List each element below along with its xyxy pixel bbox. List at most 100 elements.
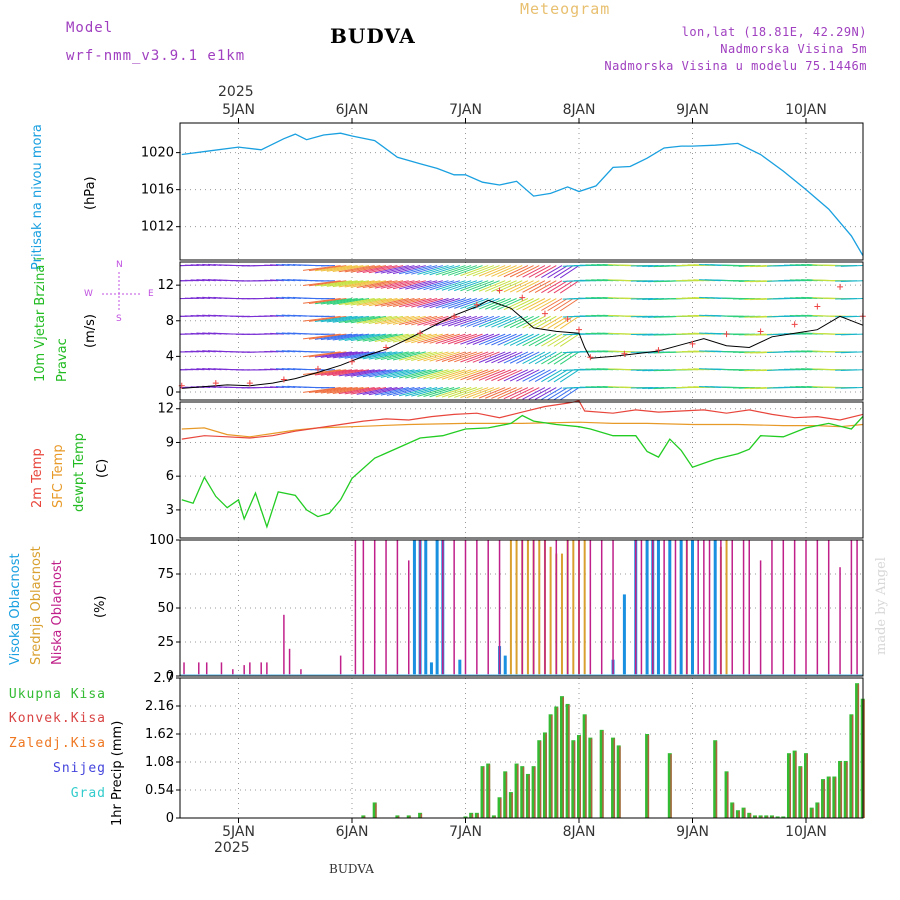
y-tick-label: 2.7 bbox=[153, 671, 174, 686]
precip-bar bbox=[838, 760, 843, 818]
wind-barb bbox=[435, 298, 466, 309]
wind-barb bbox=[350, 369, 387, 377]
y-tick-label: 0 bbox=[166, 385, 174, 400]
y-tick-label: 4 bbox=[166, 349, 174, 364]
wind-barb bbox=[332, 265, 370, 272]
wind-barb bbox=[541, 333, 563, 347]
precip-bar bbox=[843, 760, 848, 818]
cloud-bar bbox=[759, 560, 762, 676]
cloud-bar bbox=[544, 540, 546, 676]
wind-barb bbox=[509, 315, 534, 329]
wind-barb bbox=[547, 351, 568, 365]
precip-conv-bar bbox=[477, 813, 479, 818]
cloud-bar bbox=[424, 540, 428, 676]
wind-barb bbox=[405, 387, 438, 397]
cloud-bar bbox=[373, 540, 376, 676]
wind-barb bbox=[516, 351, 540, 364]
precip-bar bbox=[616, 745, 621, 818]
cloud-bar bbox=[708, 540, 711, 676]
cloud-bar bbox=[703, 540, 705, 676]
precip-bar bbox=[469, 812, 474, 818]
wind-barb bbox=[534, 280, 557, 294]
x-tick-label-bottom: 9JAN bbox=[676, 824, 709, 840]
gust-marker bbox=[496, 287, 503, 294]
wind-barb bbox=[484, 351, 512, 364]
wind-barb bbox=[497, 387, 523, 400]
cloud-bar bbox=[612, 540, 614, 676]
wind-barb bbox=[202, 296, 216, 300]
precip-conv-bar bbox=[539, 741, 542, 818]
precip-conv-bar bbox=[579, 736, 581, 818]
wind-barb bbox=[516, 265, 540, 278]
wind-barb bbox=[553, 333, 574, 347]
precip-conv-bar bbox=[738, 811, 740, 818]
precip-conv-bar bbox=[500, 798, 502, 818]
wind-barb bbox=[528, 265, 551, 278]
wind-barb bbox=[411, 265, 443, 275]
cloud-bar bbox=[283, 614, 285, 676]
wind-barb bbox=[362, 369, 398, 378]
precip-bar bbox=[741, 807, 746, 818]
wind-barb bbox=[380, 315, 415, 325]
precip-bar bbox=[480, 766, 485, 818]
wind-barb bbox=[478, 387, 506, 399]
wind-barb bbox=[491, 315, 517, 328]
product-title: Meteogram bbox=[520, 0, 611, 18]
y-tick-label: 1.62 bbox=[145, 727, 174, 742]
wind-barb bbox=[320, 280, 358, 287]
precip-bar bbox=[514, 763, 519, 818]
cloud-bar bbox=[515, 540, 518, 676]
wind-barb bbox=[541, 351, 563, 365]
precip-conv-bar bbox=[857, 684, 860, 818]
wind-barb bbox=[374, 333, 409, 343]
y-tick-label: 6 bbox=[166, 469, 174, 484]
wind-barb bbox=[281, 332, 296, 335]
wind-barbs bbox=[180, 263, 863, 400]
wind-barb bbox=[553, 265, 574, 279]
wind-barb bbox=[497, 280, 523, 293]
wind-barb bbox=[460, 298, 489, 310]
wind-barb bbox=[326, 265, 364, 272]
wind-barb bbox=[374, 351, 409, 360]
precip-bar bbox=[849, 714, 854, 818]
wind-barb bbox=[190, 264, 205, 267]
cloud-mid-label: Srednja Oblacnost bbox=[29, 546, 44, 665]
cloud-bar bbox=[566, 540, 569, 676]
cloud-bar bbox=[205, 662, 208, 676]
wind-barb bbox=[441, 351, 472, 362]
gust-marker bbox=[519, 294, 526, 301]
wind-barb bbox=[429, 265, 460, 276]
wind-barb bbox=[270, 264, 284, 267]
cloud-bar bbox=[635, 540, 637, 676]
precip-conv-bar bbox=[812, 808, 814, 818]
precip-bar bbox=[775, 816, 780, 818]
wind-barb bbox=[392, 351, 426, 361]
precip-conv-bar bbox=[488, 764, 491, 818]
wind-barb bbox=[466, 280, 495, 292]
wind-barb bbox=[374, 369, 409, 378]
wind-barb bbox=[429, 351, 460, 362]
wind-barb bbox=[326, 351, 364, 359]
wind-barb bbox=[840, 280, 863, 282]
wind-barb bbox=[368, 351, 404, 360]
gust-marker bbox=[564, 315, 571, 322]
wind-barb bbox=[202, 278, 216, 282]
wind-barb bbox=[302, 351, 341, 358]
panel-frame bbox=[179, 401, 864, 539]
wind-barb bbox=[484, 280, 512, 292]
pressure-panel-label: Pritisak na nivou mora bbox=[30, 124, 45, 270]
wind-barb bbox=[386, 369, 421, 379]
gust-marker bbox=[246, 380, 253, 387]
wind-barb bbox=[460, 369, 489, 381]
precip-conv-bar bbox=[772, 816, 774, 818]
wind-barb bbox=[454, 351, 483, 363]
wind-barb bbox=[405, 265, 438, 275]
year-top: 2025 bbox=[218, 84, 254, 100]
precip-conv-bar bbox=[363, 816, 366, 818]
cloud-bar bbox=[816, 540, 819, 676]
wind-barb bbox=[332, 315, 370, 323]
wind-barb bbox=[196, 279, 211, 282]
wind-barb bbox=[484, 333, 512, 346]
y-tick-label: 0 bbox=[166, 811, 174, 826]
cloud-bar bbox=[532, 540, 535, 676]
